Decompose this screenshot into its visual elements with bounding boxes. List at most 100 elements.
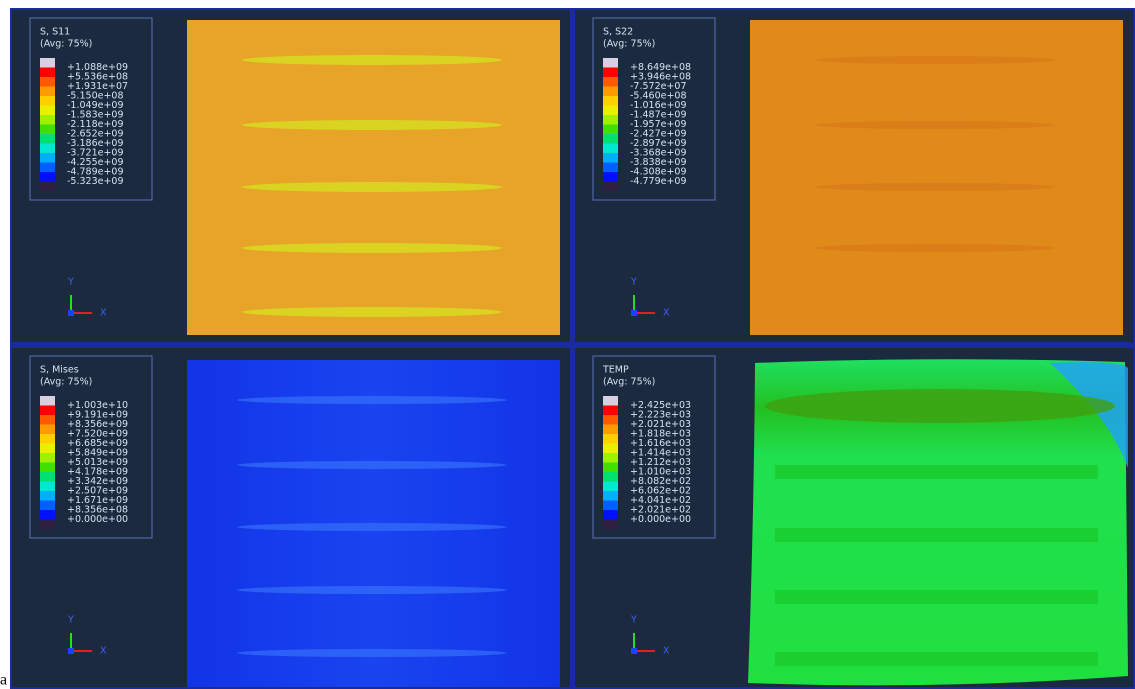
color-swatch	[40, 481, 55, 491]
color-swatch	[40, 491, 55, 501]
stress-band	[242, 120, 502, 130]
legend-label: -2.652e+09	[67, 129, 124, 140]
color-swatch	[603, 396, 618, 406]
legend-label: +0.000e+00	[67, 514, 128, 525]
color-swatch	[40, 77, 55, 87]
color-swatch	[40, 143, 55, 153]
color-swatch	[40, 105, 55, 115]
legend-label: +5.536e+08	[67, 72, 128, 83]
viewport-panel: S, S22(Avg: 75%) +8.649e+08+3.946e+08-7.5…	[575, 10, 1133, 342]
legend-label: -5.150e+08	[67, 91, 124, 102]
legend-label: +9.191e+09	[67, 410, 128, 421]
legend-label: -4.255e+09	[67, 157, 124, 168]
legend-label: +1.818e+03	[630, 429, 691, 440]
stress-band	[242, 182, 502, 192]
legend-label: +1.931e+07	[67, 81, 128, 92]
contour-plot	[187, 20, 560, 335]
color-swatch	[40, 115, 55, 125]
color-swatch	[603, 462, 618, 472]
color-swatch	[40, 424, 55, 434]
triad-x-label: X	[663, 646, 670, 657]
legend-label: +5.849e+09	[67, 448, 128, 459]
legend-label: +1.414e+03	[630, 448, 691, 459]
legend-label: +6.685e+09	[67, 438, 128, 449]
stress-band	[242, 55, 502, 65]
temp-band	[775, 465, 1098, 479]
legend-label: +2.021e+02	[630, 505, 691, 516]
legend-box	[29, 355, 153, 539]
triad-origin	[68, 648, 74, 654]
legend-box	[592, 17, 716, 201]
color-swatch	[40, 510, 55, 520]
color-swatch	[40, 500, 55, 510]
stress-band	[237, 649, 507, 657]
legend-title: S, S22	[603, 27, 633, 38]
legend-subtitle: (Avg: 75%)	[40, 39, 92, 50]
color-swatch	[40, 67, 55, 77]
legend-label: +2.507e+09	[67, 486, 128, 497]
color-swatch	[40, 415, 55, 425]
color-swatch	[40, 462, 55, 472]
color-swatch	[603, 181, 618, 191]
viewport-panel: S, S11(Avg: 75%) +1.088e+09+5.536e+08+1.9…	[12, 10, 570, 342]
legend-label: +5.013e+09	[67, 457, 128, 468]
legend-box	[592, 355, 716, 539]
color-swatch	[603, 77, 618, 87]
color-swatch	[603, 96, 618, 106]
legend-label: +4.041e+02	[630, 495, 691, 506]
legend-label: +1.671e+09	[67, 495, 128, 506]
legend-label: -5.460e+08	[630, 91, 687, 102]
color-swatch	[40, 96, 55, 106]
color-swatch	[40, 434, 55, 444]
contour-plot	[750, 20, 1123, 335]
legend-label: +1.003e+10	[67, 400, 128, 411]
color-swatch	[603, 491, 618, 501]
stress-band	[815, 183, 1055, 191]
legend-box	[29, 17, 153, 201]
legend-label: +6.062e+02	[630, 486, 691, 497]
legend-label: -2.897e+09	[630, 138, 687, 149]
color-swatch	[40, 153, 55, 163]
legend-label: -1.487e+09	[630, 110, 687, 121]
legend-subtitle: (Avg: 75%)	[603, 39, 655, 50]
legend-label: -1.016e+09	[630, 100, 687, 111]
color-swatch	[603, 86, 618, 96]
triad-x-label: X	[100, 646, 107, 657]
color-swatch	[603, 143, 618, 153]
legend-label: +4.178e+09	[67, 467, 128, 478]
stress-band	[242, 307, 502, 317]
color-swatch	[40, 162, 55, 172]
legend-label: -1.957e+09	[630, 119, 687, 130]
figure-label: a	[0, 672, 7, 689]
legend-label: +0.000e+00	[630, 514, 691, 525]
color-swatch	[603, 500, 618, 510]
legend-label: -2.118e+09	[67, 119, 124, 130]
triad-origin	[68, 310, 74, 316]
legend-label: +8.082e+02	[630, 476, 691, 487]
color-swatch	[603, 472, 618, 482]
legend-title: S, Mises	[40, 365, 79, 376]
legend-label: +8.649e+08	[630, 62, 691, 73]
color-swatch	[603, 519, 618, 529]
stress-band	[815, 244, 1055, 252]
legend-label: +3.342e+09	[67, 476, 128, 487]
legend-label: -3.838e+09	[630, 157, 687, 168]
triad-y-label: Y	[67, 615, 74, 626]
color-swatch	[40, 86, 55, 96]
legend-title: TEMP	[602, 365, 629, 376]
color-swatch	[40, 472, 55, 482]
color-swatch	[603, 424, 618, 434]
temp-band	[775, 528, 1098, 542]
cold-edge	[1050, 362, 1128, 468]
color-swatch	[603, 405, 618, 415]
stress-band	[237, 586, 507, 594]
color-swatch	[603, 67, 618, 77]
legend-label: -4.308e+09	[630, 167, 687, 178]
legend-label: -3.186e+09	[67, 138, 124, 149]
triad-y-label: Y	[630, 615, 637, 626]
legend-title: S, S11	[40, 27, 70, 38]
legend-label: +1.088e+09	[67, 62, 128, 73]
temp-band	[775, 652, 1098, 666]
legend-label: +1.010e+03	[630, 467, 691, 478]
color-swatch	[603, 510, 618, 520]
